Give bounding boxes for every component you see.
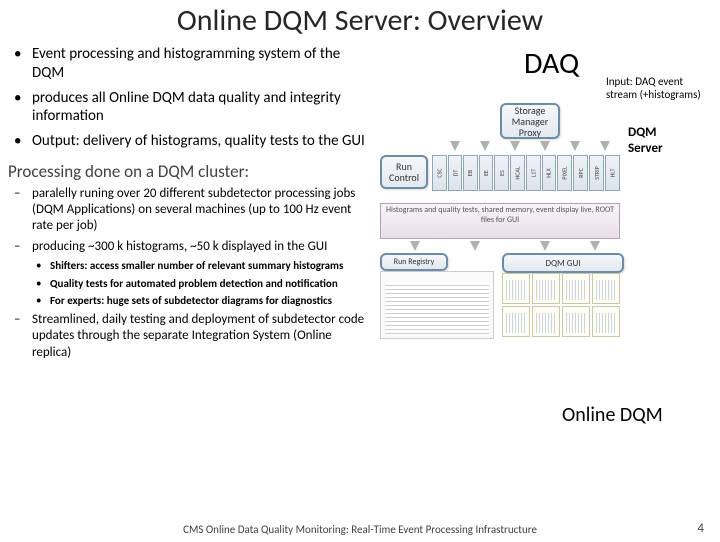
chart-thumb <box>592 306 620 337</box>
subdet-col: HLX <box>542 155 557 191</box>
run-control-box: Run Control <box>380 155 428 189</box>
dash-item: paralelly runing over 20 different subde… <box>8 186 368 235</box>
bullet-item: Output: delivery of histograms, quality … <box>8 132 368 151</box>
run-registry-box: Run Registry <box>380 253 448 271</box>
arrow-down-icon <box>450 141 460 151</box>
content-area: Event processing and histogramming syste… <box>0 45 720 365</box>
gui-thumbnails <box>502 273 620 337</box>
subdet-col: ES <box>494 155 509 191</box>
arrow-down-icon <box>470 241 480 251</box>
online-dqm-label: Online DQM <box>562 403 663 427</box>
chart-thumb <box>502 306 530 337</box>
tables-thumbnail <box>380 271 494 339</box>
daq-label: DAQ <box>524 45 579 82</box>
subdet-col: EE <box>479 155 494 191</box>
sub-bullet-list: Shifters: access smaller number of relev… <box>8 259 368 308</box>
dash-bullet-list: paralelly runing over 20 different subde… <box>8 186 368 255</box>
subdet-col: PIXEL <box>557 155 572 191</box>
subdet-col: CSC <box>432 155 447 191</box>
storage-manager-box: Storage Manager Proxy <box>500 103 560 139</box>
subdet-col: STRIP <box>589 155 605 191</box>
subdet-col: L1T <box>526 155 541 191</box>
memory-band-box: Histograms and quality tests, shared mem… <box>380 203 620 239</box>
subdetector-row: CSC DT EB EE ES HCAL L1T HLX PIXEL RPC S… <box>432 155 620 191</box>
footer-text: CMS Online Data Quality Monitoring: Real… <box>0 523 720 536</box>
arrow-down-icon <box>410 241 420 251</box>
arrow-down-icon <box>570 141 580 151</box>
dqm-gui-box: DQM GUI <box>502 253 624 273</box>
cluster-subtitle: Processing done on a DQM cluster: <box>8 161 368 182</box>
arrow-down-icon <box>590 241 600 251</box>
arrow-down-icon <box>540 241 550 251</box>
arrow-down-icon <box>540 141 550 151</box>
slide-title: Online DQM Server: Overview <box>0 2 720 39</box>
dash-item: Streamlined, daily testing and deploymen… <box>8 312 368 361</box>
subdet-col: HCAL <box>510 155 525 191</box>
dash-item: producing ~300 k histograms, ~50 k displ… <box>8 239 368 255</box>
sub-item: Quality tests for automated problem dete… <box>8 277 368 291</box>
arrow-down-icon <box>510 141 520 151</box>
page-number: 4 <box>697 521 704 536</box>
bullet-item: produces all Online DQM data quality and… <box>8 89 368 127</box>
dqm-server-label: DQM Server <box>628 125 663 156</box>
sub-item: Shifters: access smaller number of relev… <box>8 259 368 273</box>
chart-thumb <box>502 273 530 304</box>
chart-thumb <box>532 306 560 337</box>
subdet-col: DT <box>448 155 463 191</box>
bullet-item: Event processing and histogramming syste… <box>8 45 368 83</box>
right-column: DAQ Input: DAQ event stream (+histograms… <box>374 45 714 365</box>
input-label: Input: DAQ event stream (+histograms) <box>606 75 716 101</box>
arrow-down-icon <box>480 141 490 151</box>
subdet-col: RPC <box>573 155 588 191</box>
dash-bullet-list-2: Streamlined, daily testing and deploymen… <box>8 312 368 361</box>
subdet-col: EB <box>463 155 478 191</box>
subdet-col: HLT <box>605 155 620 191</box>
top-bullet-list: Event processing and histogramming syste… <box>8 45 368 151</box>
chart-thumb <box>562 306 590 337</box>
chart-thumb <box>532 273 560 304</box>
left-column: Event processing and histogramming syste… <box>0 45 374 365</box>
chart-thumb <box>592 273 620 304</box>
arrow-down-icon <box>600 141 610 151</box>
chart-thumb <box>562 273 590 304</box>
sub-item: For experts: huge sets of subdetector di… <box>8 294 368 308</box>
